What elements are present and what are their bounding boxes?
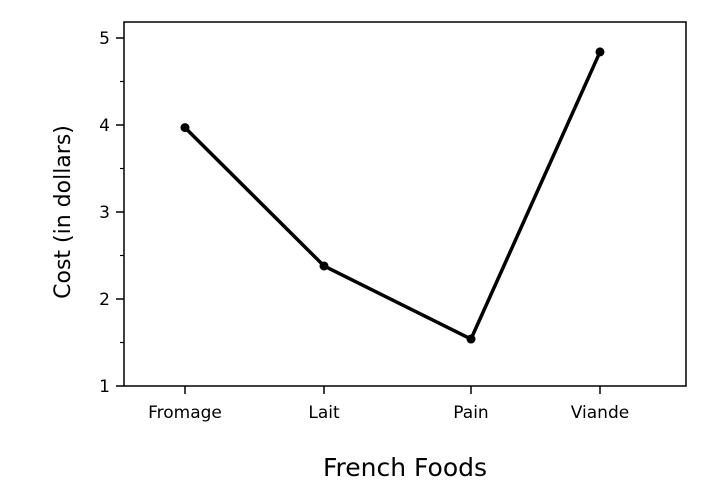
x-tick-label: Pain [453, 403, 488, 423]
data-point-viande [595, 47, 605, 57]
y-axis-ticks: 1 2 3 4 5 [99, 29, 124, 397]
y-tick-label: 5 [99, 29, 110, 49]
x-tick-label: Fromage [148, 403, 222, 423]
data-point-lait [319, 261, 329, 271]
data-points [180, 47, 605, 344]
x-axis-ticks: Fromage Lait Pain Viande [148, 386, 629, 423]
data-point-pain [466, 334, 476, 344]
y-tick-label: 1 [99, 377, 110, 397]
x-tick-label: Lait [308, 403, 340, 423]
y-tick-label: 2 [99, 290, 110, 310]
y-tick-label: 3 [99, 203, 110, 223]
y-tick-label: 4 [99, 116, 110, 136]
series-line [183, 50, 602, 341]
x-tick-label: Viande [571, 403, 629, 423]
x-axis-label: French Foods [323, 453, 487, 482]
plot-frame [123, 21, 687, 387]
data-point-fromage [180, 123, 190, 133]
y-axis-label: Cost (in dollars) [51, 125, 76, 299]
